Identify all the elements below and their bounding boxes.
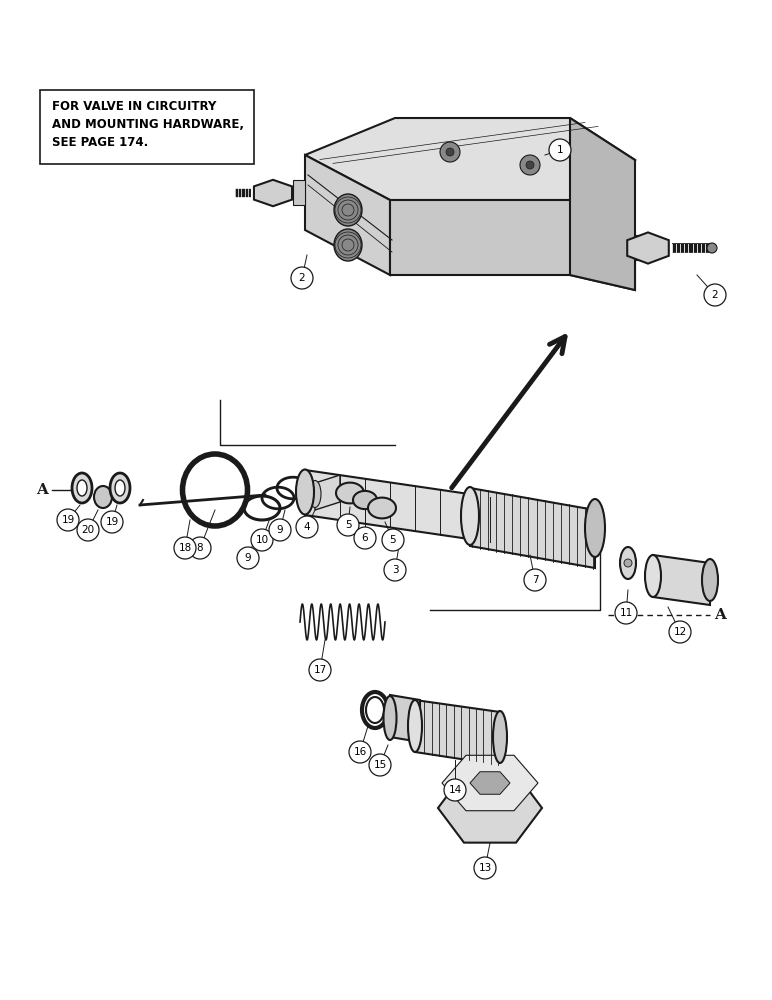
Polygon shape bbox=[254, 180, 292, 206]
Circle shape bbox=[520, 155, 540, 175]
Circle shape bbox=[549, 139, 571, 161]
Text: 18: 18 bbox=[178, 543, 191, 553]
Ellipse shape bbox=[461, 487, 479, 545]
Text: 6: 6 bbox=[362, 533, 368, 543]
Circle shape bbox=[474, 857, 496, 879]
Polygon shape bbox=[470, 772, 510, 794]
Polygon shape bbox=[353, 491, 377, 509]
Text: 8: 8 bbox=[197, 543, 203, 553]
Polygon shape bbox=[315, 475, 340, 510]
Ellipse shape bbox=[296, 470, 314, 514]
Polygon shape bbox=[336, 483, 364, 503]
Circle shape bbox=[707, 243, 717, 253]
Ellipse shape bbox=[585, 499, 605, 557]
Text: 12: 12 bbox=[673, 627, 686, 637]
Text: 5: 5 bbox=[390, 535, 396, 545]
Circle shape bbox=[57, 509, 79, 531]
Polygon shape bbox=[305, 155, 390, 275]
Polygon shape bbox=[470, 488, 595, 568]
Text: A: A bbox=[714, 608, 726, 622]
Ellipse shape bbox=[115, 480, 125, 496]
Polygon shape bbox=[570, 118, 635, 290]
Polygon shape bbox=[442, 755, 538, 811]
Circle shape bbox=[444, 779, 466, 801]
Circle shape bbox=[384, 559, 406, 581]
Polygon shape bbox=[438, 773, 542, 843]
Text: A: A bbox=[36, 483, 48, 497]
Polygon shape bbox=[368, 498, 396, 518]
Ellipse shape bbox=[77, 480, 87, 496]
Polygon shape bbox=[390, 200, 635, 290]
Circle shape bbox=[446, 148, 454, 156]
Text: 1: 1 bbox=[557, 145, 564, 155]
Text: 9: 9 bbox=[245, 553, 252, 563]
Text: 16: 16 bbox=[354, 747, 367, 757]
Text: 2: 2 bbox=[299, 273, 305, 283]
Ellipse shape bbox=[94, 486, 112, 508]
Circle shape bbox=[524, 569, 546, 591]
Polygon shape bbox=[305, 118, 635, 200]
Polygon shape bbox=[293, 180, 305, 205]
Text: 11: 11 bbox=[619, 608, 632, 618]
Text: FOR VALVE IN CIRCUITRY
AND MOUNTING HARDWARE,
SEE PAGE 174.: FOR VALVE IN CIRCUITRY AND MOUNTING HARD… bbox=[52, 100, 244, 149]
Text: 7: 7 bbox=[532, 575, 538, 585]
Circle shape bbox=[382, 529, 404, 551]
Circle shape bbox=[369, 754, 391, 776]
Ellipse shape bbox=[408, 700, 422, 752]
Ellipse shape bbox=[493, 711, 507, 763]
Text: 5: 5 bbox=[344, 520, 351, 530]
Circle shape bbox=[669, 621, 691, 643]
Ellipse shape bbox=[110, 473, 130, 503]
Text: 2: 2 bbox=[712, 290, 718, 300]
Circle shape bbox=[624, 559, 632, 567]
Circle shape bbox=[291, 267, 313, 289]
Text: 13: 13 bbox=[479, 863, 492, 873]
Text: 3: 3 bbox=[391, 565, 398, 575]
Polygon shape bbox=[390, 695, 420, 742]
Text: 14: 14 bbox=[449, 785, 462, 795]
Circle shape bbox=[704, 284, 726, 306]
Circle shape bbox=[296, 516, 318, 538]
Text: 15: 15 bbox=[374, 760, 387, 770]
Text: 9: 9 bbox=[276, 525, 283, 535]
Ellipse shape bbox=[645, 555, 661, 597]
Ellipse shape bbox=[620, 547, 636, 579]
Text: 17: 17 bbox=[313, 665, 327, 675]
Circle shape bbox=[77, 519, 99, 541]
Circle shape bbox=[615, 602, 637, 624]
Ellipse shape bbox=[72, 473, 92, 503]
Circle shape bbox=[101, 511, 123, 533]
Polygon shape bbox=[305, 470, 510, 545]
Circle shape bbox=[309, 659, 331, 681]
Polygon shape bbox=[627, 232, 669, 264]
Ellipse shape bbox=[334, 229, 362, 261]
Text: 4: 4 bbox=[303, 522, 310, 532]
Circle shape bbox=[440, 142, 460, 162]
Ellipse shape bbox=[334, 194, 362, 226]
Ellipse shape bbox=[384, 696, 397, 740]
FancyBboxPatch shape bbox=[40, 90, 254, 164]
Ellipse shape bbox=[309, 481, 321, 508]
Polygon shape bbox=[415, 700, 500, 765]
Circle shape bbox=[174, 537, 196, 559]
Circle shape bbox=[237, 547, 259, 569]
Text: 10: 10 bbox=[256, 535, 269, 545]
Circle shape bbox=[349, 741, 371, 763]
Circle shape bbox=[337, 514, 359, 536]
Circle shape bbox=[526, 161, 534, 169]
Polygon shape bbox=[635, 235, 647, 260]
Polygon shape bbox=[653, 555, 710, 605]
Text: 19: 19 bbox=[105, 517, 119, 527]
Circle shape bbox=[189, 537, 211, 559]
Circle shape bbox=[354, 527, 376, 549]
Text: 20: 20 bbox=[81, 525, 94, 535]
Ellipse shape bbox=[702, 559, 718, 601]
Circle shape bbox=[269, 519, 291, 541]
Text: 19: 19 bbox=[62, 515, 75, 525]
Circle shape bbox=[251, 529, 273, 551]
